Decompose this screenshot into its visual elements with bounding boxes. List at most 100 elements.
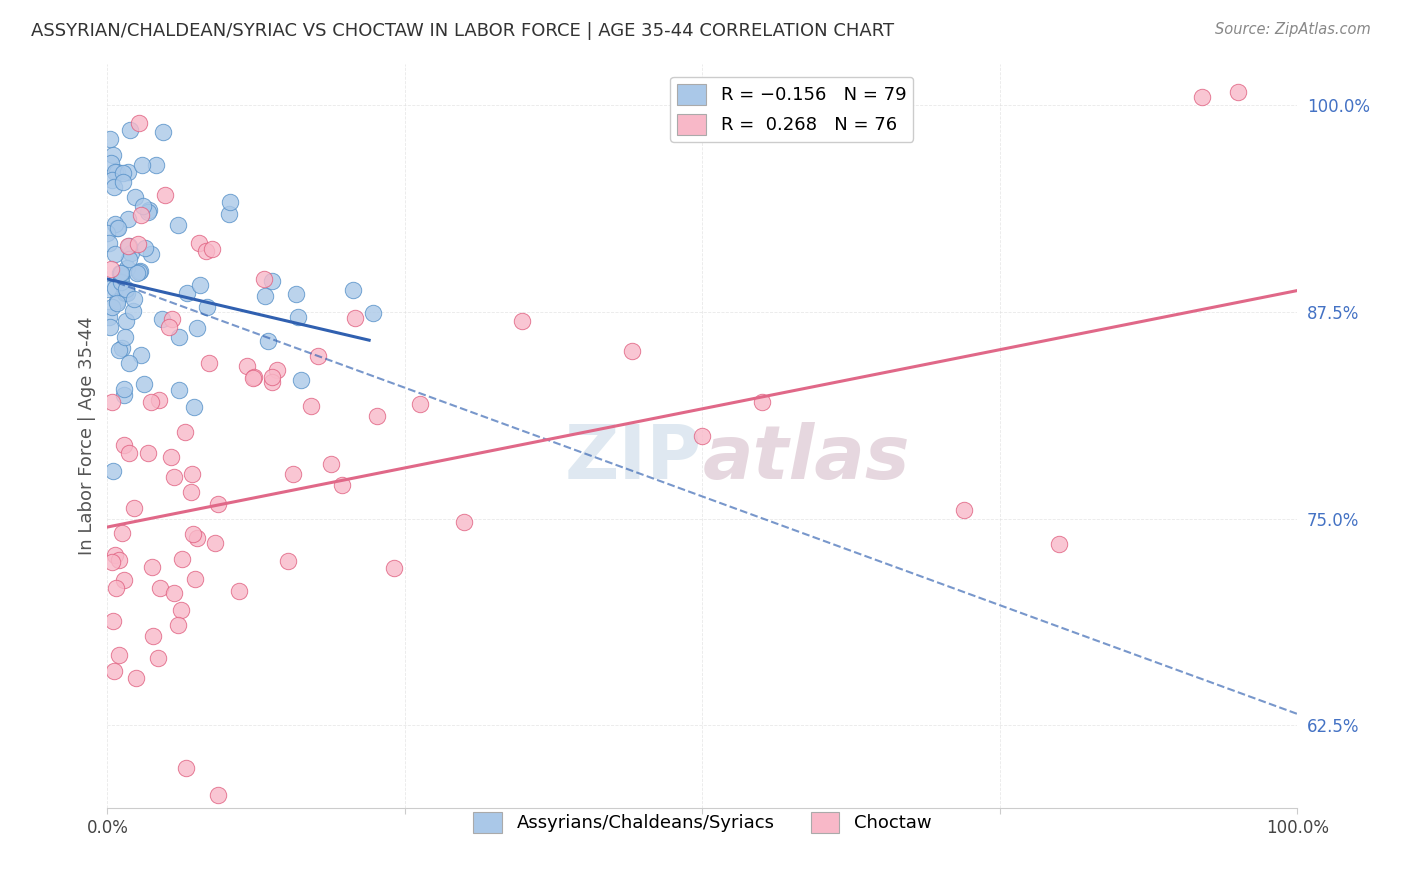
Point xyxy=(107,293,129,308)
Point xyxy=(97,282,120,296)
Point xyxy=(112,382,135,396)
Point xyxy=(100,262,122,277)
Point xyxy=(128,116,150,130)
Point xyxy=(146,651,169,665)
Point xyxy=(100,395,122,409)
Point xyxy=(108,648,131,662)
Point xyxy=(262,370,284,384)
Point xyxy=(219,194,242,209)
Point xyxy=(148,581,170,595)
Point xyxy=(118,252,141,266)
Point xyxy=(104,281,127,295)
Point xyxy=(98,310,121,325)
Point xyxy=(139,246,162,260)
Point xyxy=(105,295,128,310)
Point xyxy=(118,446,141,460)
Point xyxy=(145,158,167,172)
Point xyxy=(101,173,124,187)
Point xyxy=(112,175,135,189)
Point xyxy=(122,293,145,307)
Point xyxy=(114,286,136,301)
Point xyxy=(366,409,388,423)
Point xyxy=(131,158,153,172)
Point xyxy=(188,235,211,250)
Text: atlas: atlas xyxy=(702,422,910,495)
Point xyxy=(98,319,121,334)
Point xyxy=(110,275,132,289)
Point xyxy=(201,242,224,256)
Point xyxy=(127,266,149,280)
Point xyxy=(110,269,132,284)
Point xyxy=(207,788,229,802)
Point xyxy=(382,561,405,575)
Point xyxy=(751,395,773,409)
Point xyxy=(114,281,136,295)
Point xyxy=(287,310,309,324)
Point xyxy=(180,485,202,500)
Legend: Assyrians/Chaldeans/Syriacs, Choctaw: Assyrians/Chaldeans/Syriacs, Choctaw xyxy=(465,805,939,840)
Point xyxy=(141,560,163,574)
Point xyxy=(107,343,129,357)
Point xyxy=(620,343,643,358)
Point xyxy=(1191,90,1213,104)
Point xyxy=(121,304,143,318)
Point xyxy=(290,373,312,387)
Text: Source: ZipAtlas.com: Source: ZipAtlas.com xyxy=(1215,22,1371,37)
Point xyxy=(111,525,134,540)
Point xyxy=(690,429,713,443)
Point xyxy=(166,219,188,233)
Point xyxy=(122,501,145,516)
Point xyxy=(218,207,240,221)
Point xyxy=(157,319,180,334)
Point xyxy=(235,359,257,373)
Point xyxy=(953,503,976,517)
Point xyxy=(129,348,152,362)
Point xyxy=(112,573,135,587)
Point xyxy=(112,166,135,180)
Point xyxy=(1047,536,1070,550)
Point xyxy=(108,553,131,567)
Point xyxy=(110,266,132,280)
Point xyxy=(198,356,221,370)
Point xyxy=(153,187,176,202)
Point xyxy=(242,371,264,385)
Point xyxy=(453,515,475,529)
Point xyxy=(1226,85,1249,99)
Point xyxy=(105,221,128,235)
Point xyxy=(103,217,125,231)
Point xyxy=(176,761,198,775)
Point xyxy=(277,554,299,568)
Point xyxy=(107,221,129,235)
Point xyxy=(118,356,141,370)
Point xyxy=(186,531,208,545)
Point xyxy=(129,264,152,278)
Point xyxy=(195,244,218,259)
Point xyxy=(98,235,121,250)
Point xyxy=(170,603,193,617)
Point xyxy=(204,536,226,550)
Point xyxy=(103,148,125,162)
Point xyxy=(111,341,134,355)
Point xyxy=(100,300,122,314)
Point xyxy=(127,237,149,252)
Point xyxy=(112,387,135,401)
Point xyxy=(409,397,432,411)
Point xyxy=(117,165,139,179)
Point xyxy=(160,450,183,464)
Point xyxy=(281,467,304,481)
Point xyxy=(117,211,139,226)
Point xyxy=(124,671,146,685)
Point xyxy=(104,548,127,562)
Point xyxy=(141,395,163,409)
Point xyxy=(257,334,280,348)
Point xyxy=(184,572,207,586)
Point xyxy=(105,164,128,178)
Point xyxy=(101,555,124,569)
Point xyxy=(167,330,190,344)
Point xyxy=(188,278,211,293)
Point xyxy=(167,617,190,632)
Point xyxy=(132,199,155,213)
Point xyxy=(98,132,121,146)
Point xyxy=(150,311,173,326)
Point xyxy=(243,370,266,384)
